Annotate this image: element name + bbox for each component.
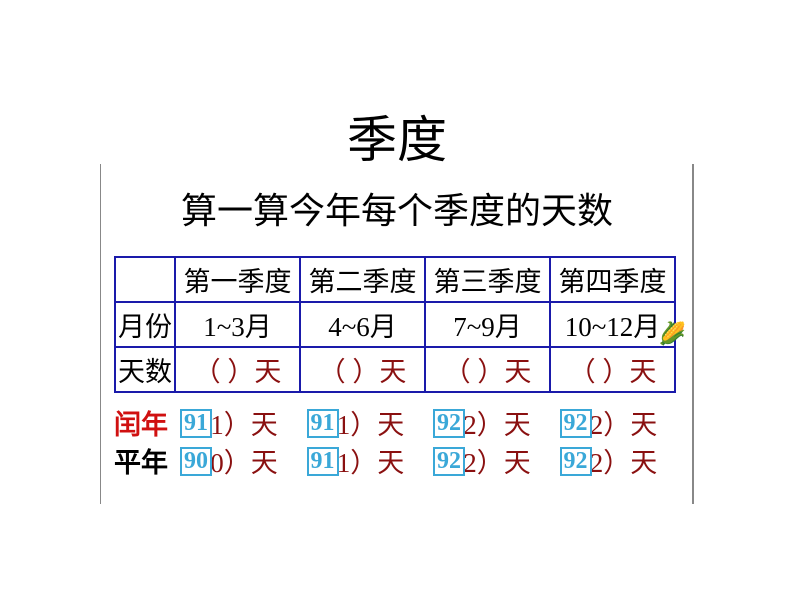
slide-container: 季度 算一算今年每个季度的天数 第一季度 第二季度 第三季度 第四季度 月份 1…: [100, 100, 694, 483]
month-row-label: 月份: [115, 302, 175, 347]
leap-q4-cell: 92）天 92: [554, 407, 681, 445]
decoration-icon: 🌽: [659, 321, 686, 347]
header-q2: 第二季度: [300, 257, 425, 302]
header-q3: 第三季度: [425, 257, 550, 302]
common-q1-overlay: 90: [180, 447, 212, 476]
header-q1: 第一季度: [175, 257, 300, 302]
leap-q2-cell: 91）天 91: [301, 407, 428, 445]
days-blank-q3: （ ）天: [444, 357, 532, 387]
header-q4: 第四季度: [550, 257, 675, 302]
leap-q3-cell: 92）天 92: [427, 407, 554, 445]
days-blank-q1: （ ）天: [194, 357, 282, 387]
common-q2-cell: 91）天 91: [301, 445, 428, 483]
common-q2-overlay: 91: [307, 447, 339, 476]
table-month-row: 月份 1~3月 4~6月 7~9月 10~12月: [115, 302, 675, 347]
header-blank: [115, 257, 175, 302]
leap-q2-overlay: 91: [307, 409, 339, 438]
leap-q1-overlay: 91: [180, 409, 212, 438]
common-q1-cell: 90）天 90: [174, 445, 301, 483]
month-q3: 7~9月: [425, 302, 550, 347]
common-year-row: 平年 90）天 90 91）天 91 92）天 92 92）天 92: [114, 445, 680, 483]
days-blank-q4: （ ）天: [569, 357, 657, 387]
table-header-row: 第一季度 第二季度 第三季度 第四季度: [115, 257, 675, 302]
leap-year-row: 闰年 91）天 91 91）天 91 92）天 92 92）天 92: [114, 407, 680, 445]
leap-q1-cell: 91）天 91: [174, 407, 301, 445]
common-q4-cell: 92）天 92: [554, 445, 681, 483]
days-blank-q2: （ ）天: [319, 357, 407, 387]
left-border-line: [100, 164, 101, 504]
page-subtitle: 算一算今年每个季度的天数: [100, 178, 694, 238]
month-q4: 10~12月: [550, 302, 675, 347]
common-q3-overlay: 92: [433, 447, 465, 476]
leap-year-label: 闰年: [114, 407, 174, 445]
table-days-row: 天数 （ ）天 （ ）天 （ ）天 （ ）天: [115, 347, 675, 392]
leap-q4-overlay: 92: [560, 409, 592, 438]
month-q2: 4~6月: [300, 302, 425, 347]
common-q3-cell: 92）天 92: [427, 445, 554, 483]
leap-q3-overlay: 92: [433, 409, 465, 438]
common-q4-overlay: 92: [560, 447, 592, 476]
answer-rows: 闰年 91）天 91 91）天 91 92）天 92 92）天 92 平年 90…: [114, 407, 680, 483]
month-q1: 1~3月: [175, 302, 300, 347]
common-year-label: 平年: [114, 445, 174, 483]
days-row-label: 天数: [115, 347, 175, 392]
page-title: 季度: [100, 100, 694, 172]
quarter-table: 第一季度 第二季度 第三季度 第四季度 月份 1~3月 4~6月 7~9月 10…: [114, 256, 676, 393]
right-border-line: [692, 164, 694, 504]
